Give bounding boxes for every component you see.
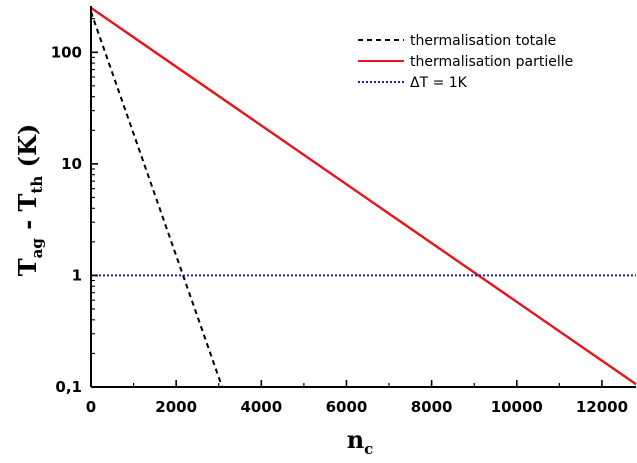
y-axis-title: Tag - Tth (K) bbox=[13, 124, 46, 276]
x-tick-label-0: 0 bbox=[86, 398, 96, 416]
y-tick-label-0: 0,1 bbox=[55, 378, 82, 396]
x-tick-label-3: 6000 bbox=[326, 398, 368, 416]
x-tick-label-4: 8000 bbox=[411, 398, 453, 416]
y-axis-title-part-2: (K) bbox=[13, 124, 42, 176]
y-tick-label-2: 10 bbox=[61, 155, 82, 173]
y-tick-label-3: 100 bbox=[51, 43, 82, 61]
y-axis: 0,1 1 10 100 bbox=[51, 18, 98, 396]
x-axis-title-main: n bbox=[347, 425, 364, 454]
legend-label-3: ΔT = 1K bbox=[410, 75, 468, 91]
y-axis-title-sub-1: th bbox=[28, 176, 46, 194]
legend: thermalisation totale thermalisation part… bbox=[358, 33, 573, 91]
y-axis-title-part-1: - T bbox=[13, 193, 42, 238]
y-axis-title-sub-0: ag bbox=[28, 238, 46, 259]
x-axis: 0 2000 4000 6000 8000 10000 12000 bbox=[86, 380, 628, 416]
series-line-2 bbox=[90, 6, 637, 386]
x-axis-title: nc bbox=[347, 425, 374, 458]
y-axis-title-part-0: T bbox=[13, 258, 42, 276]
x-tick-label-1: 2000 bbox=[155, 398, 197, 416]
x-tick-label-2: 4000 bbox=[240, 398, 282, 416]
x-tick-label-5: 10000 bbox=[491, 398, 543, 416]
y-tick-label-1: 1 bbox=[72, 266, 82, 284]
series-line-1 bbox=[90, 11, 224, 388]
series-layer bbox=[90, 6, 637, 388]
x-tick-label-6: 12000 bbox=[576, 398, 628, 416]
legend-label-1: thermalisation totale bbox=[410, 33, 556, 49]
legend-label-2: thermalisation partielle bbox=[410, 54, 573, 70]
x-axis-title-sub: c bbox=[364, 440, 373, 458]
